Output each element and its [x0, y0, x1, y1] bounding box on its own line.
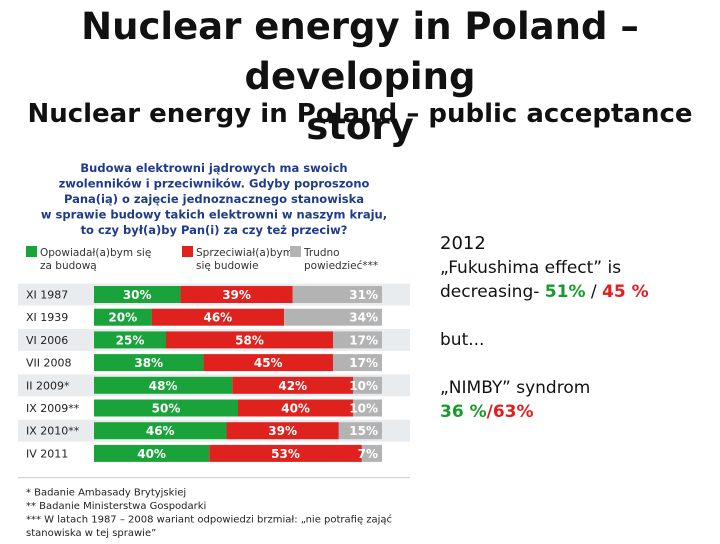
data-label: 40% [281, 402, 310, 416]
bar-segment [292, 286, 382, 303]
category-label: XI 1939 [26, 311, 68, 324]
data-label: 38% [134, 356, 163, 370]
poll-chart-panel: Budowa elektrowni jądrowych ma swoich zwo… [18, 150, 410, 540]
legend-swatch [26, 246, 37, 257]
bar-segment [232, 376, 354, 394]
category-label: IX 2009** [26, 402, 80, 415]
category-label: VII 2008 [26, 357, 72, 370]
bar-segment [353, 399, 382, 417]
bar-segment [151, 308, 285, 326]
bar-segment [333, 331, 382, 349]
category-label: XI 1987 [26, 289, 68, 302]
oppose-2012-value: 45 % [602, 282, 649, 302]
data-label: 39% [268, 424, 297, 438]
nimby-values: 36 %/63% [440, 400, 710, 424]
data-label: 25% [116, 333, 145, 347]
data-label: 40% [137, 447, 166, 461]
category-label: IV 2011 [26, 447, 68, 460]
data-label: 15% [349, 424, 378, 438]
bar-segment [284, 308, 382, 326]
legend-swatch [182, 246, 193, 257]
bar-segment [203, 354, 334, 372]
bar-segment [361, 444, 382, 462]
bar-segment [166, 331, 334, 349]
data-label: 10% [349, 402, 378, 416]
year-label: 2012 [440, 233, 486, 254]
category-label: II 2009* [26, 379, 70, 392]
legend-swatch [290, 246, 301, 257]
footnote: *** W latach 1987 – 2008 wariant odpowie… [26, 514, 392, 526]
footnote: ** Badanie Ministerstwa Gospodarki [26, 501, 206, 512]
bar-segment [338, 422, 382, 440]
data-label: 48% [149, 379, 178, 393]
data-label: 20% [108, 311, 137, 325]
fukushima-text: „Fukushima effect” is [440, 258, 622, 278]
slide-title-line-2: story [306, 105, 414, 148]
slide-subtitle: Nuclear energy in Poland – public accept… [27, 99, 693, 129]
bar-segment [353, 376, 382, 394]
data-label: 30% [123, 288, 152, 302]
footnote: stanowiska w tej sprawie” [26, 528, 156, 539]
data-label: 34% [349, 311, 378, 325]
legend-label: się budowie [196, 260, 259, 272]
bar-segment [226, 422, 339, 440]
side-commentary: 2012 „Fukushima effect” is decreasing- 5… [440, 232, 710, 424]
bar-segment [94, 444, 210, 462]
nimby-text: „NIMBY” syndrom [440, 378, 591, 398]
bar-segment [94, 422, 227, 440]
legend-label: powiedzieć*** [304, 260, 378, 272]
support-oppose-separator: / [585, 282, 603, 302]
spacer [440, 352, 710, 376]
bar-segment [94, 399, 238, 417]
chart-title-line: to czy był(a)by Pan(i) za czy też przeci… [81, 223, 348, 237]
nimby-oppose-value: 63% [492, 402, 534, 422]
bar-segment [94, 331, 166, 349]
data-label: 10% [349, 379, 378, 393]
data-label: 39% [222, 288, 251, 302]
bar-segment [94, 286, 181, 303]
spacer [440, 304, 710, 328]
data-label: 31% [349, 288, 378, 302]
bar-segment [94, 376, 233, 394]
footnote: * Badanie Ambasady Brytyjskiej [26, 488, 186, 499]
chart-title-line: zwolenników i przeciwników. Gdyby popros… [59, 177, 370, 191]
data-label: 42% [278, 379, 307, 393]
nimby-slash: / [486, 402, 493, 422]
data-label: 46% [203, 311, 232, 325]
chart-title-line: Pana(ią) o zajęcie jednoznacznego stanow… [64, 192, 364, 206]
support-2012-value: 51% [544, 282, 586, 302]
data-label: 58% [235, 333, 264, 347]
data-label: 7% [358, 447, 378, 461]
legend-label: Opowiadał(a)bym się [40, 247, 151, 259]
legend-label: Sprzeciwiał(a)bym [196, 247, 293, 259]
data-label: 53% [271, 447, 300, 461]
data-label: 45% [254, 356, 283, 370]
bar-segment [94, 308, 152, 326]
decreasing-prefix: decreasing- [440, 282, 545, 302]
chart-title-line: Budowa elektrowni jądrowych ma swoich [80, 161, 347, 175]
bar-segment [94, 354, 204, 372]
bar-segment [238, 399, 354, 417]
nimby-support-value: 36 % [440, 402, 487, 422]
bar-segment [209, 444, 362, 462]
data-label: 17% [349, 356, 378, 370]
data-label: 17% [349, 333, 378, 347]
slide-title-line-1: Nuclear energy in Poland – developing [81, 5, 639, 98]
category-label: IX 2010** [26, 425, 80, 438]
data-label: 50% [152, 402, 181, 416]
bar-segment [333, 354, 382, 372]
data-label: 46% [146, 424, 175, 438]
bar-segment [180, 286, 293, 303]
slide-title: Nuclear energy in Poland – developing st… [0, 2, 720, 152]
poll-chart: Budowa elektrowni jądrowych ma swoich zwo… [18, 161, 410, 539]
category-label: VI 2006 [26, 334, 68, 347]
chart-title-line: w sprawie budowy takich elektrowni w nas… [41, 208, 387, 222]
but-text: but... [440, 330, 485, 350]
legend-label: za budową [40, 260, 97, 272]
legend-label: Trudno [303, 247, 340, 259]
decreasing-line: decreasing- 51% / 45 % [440, 280, 710, 304]
